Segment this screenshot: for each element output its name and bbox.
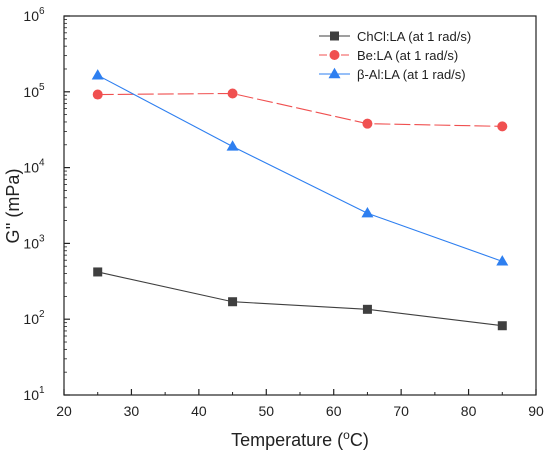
y-tick-label: 101 [23, 385, 45, 403]
x-axis-title-tail: C) [350, 430, 369, 450]
series-1-point [497, 321, 507, 331]
y-tick-label: 106 [23, 6, 45, 24]
series-line-1 [97, 271, 503, 327]
series-layer [91, 69, 509, 331]
x-axis-title: Temperature (oC) [231, 428, 369, 450]
x-axis-title-text: Temperature ( [231, 430, 343, 450]
legend-marker [328, 67, 341, 79]
series-2-point [227, 88, 238, 99]
series-1-point [93, 267, 103, 277]
legend: ChCl:LA (at 1 rad/s) Be:LA (at 1 rad/s) β-… [319, 29, 471, 82]
y-tick-label: 105 [23, 82, 45, 100]
x-tick-label: 70 [393, 403, 409, 419]
series-3-point [496, 255, 509, 266]
x-axis-title-superscript: o [343, 428, 350, 442]
series-3-point [91, 69, 104, 80]
x-tick-label: 80 [461, 403, 477, 419]
series-2-point [362, 118, 373, 129]
y-axis: 101 102 103 104 105 106 [23, 6, 70, 403]
series-2-point [92, 89, 103, 100]
series-3-point [361, 207, 374, 218]
legend-label: Be:LA (at 1 rad/s) [357, 48, 458, 63]
series-1-point [362, 304, 372, 314]
series-1-point [228, 297, 238, 307]
series-line-3 [97, 74, 503, 262]
series-2-point [497, 121, 508, 132]
legend-marker [329, 50, 340, 60]
x-tick-label: 40 [191, 403, 207, 419]
x-tick-label: 30 [124, 403, 140, 419]
y-axis-title: G'' (mPa) [3, 169, 23, 244]
legend-label: β-Al:LA (at 1 rad/s) [357, 67, 466, 82]
legend-marker [330, 31, 339, 41]
x-axis: 20 30 40 50 60 70 80 90 [56, 389, 544, 419]
y-tick-label: 103 [23, 233, 45, 251]
x-tick-label: 60 [326, 403, 342, 419]
x-tick-label: 50 [258, 403, 274, 419]
y-tick-label: 104 [23, 158, 45, 176]
x-tick-label: 20 [56, 403, 72, 419]
series-3-point [226, 140, 239, 151]
x-tick-label: 90 [528, 403, 544, 419]
legend-label: ChCl:LA (at 1 rad/s) [357, 29, 471, 44]
y-tick-label: 102 [23, 309, 45, 327]
series-line-2 [97, 92, 503, 127]
